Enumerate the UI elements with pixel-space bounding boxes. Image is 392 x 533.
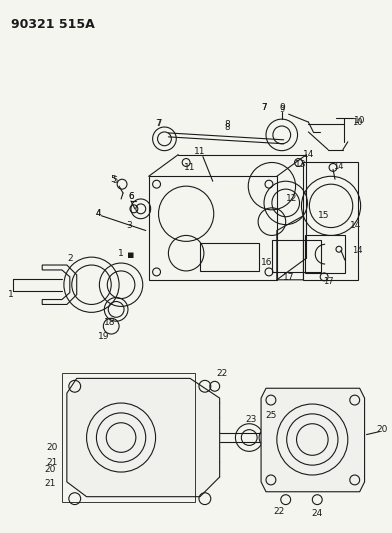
Text: 20: 20 — [44, 465, 56, 474]
Text: 9: 9 — [279, 103, 285, 112]
Text: 21: 21 — [46, 458, 58, 467]
Text: 17: 17 — [323, 277, 334, 286]
Text: 11: 11 — [184, 163, 196, 172]
Text: 16: 16 — [261, 257, 273, 266]
Text: 17: 17 — [283, 273, 294, 282]
Text: ▪: ▪ — [127, 250, 135, 260]
Text: 7: 7 — [156, 118, 162, 127]
Text: 14: 14 — [303, 150, 314, 159]
Text: 4: 4 — [96, 209, 101, 218]
Text: 19: 19 — [98, 333, 109, 342]
Polygon shape — [67, 378, 220, 497]
Text: 7: 7 — [261, 103, 267, 112]
Text: 6: 6 — [128, 192, 134, 201]
Text: 18: 18 — [103, 318, 115, 327]
Text: 11: 11 — [194, 147, 206, 156]
Text: 21: 21 — [44, 479, 56, 488]
Text: 15: 15 — [318, 211, 330, 220]
Text: 1: 1 — [8, 290, 14, 299]
Text: 5: 5 — [110, 175, 116, 184]
Bar — [272, 240, 321, 272]
Text: 22: 22 — [273, 507, 285, 516]
Text: 9: 9 — [279, 105, 284, 114]
Text: 20: 20 — [46, 443, 58, 452]
Polygon shape — [261, 388, 365, 492]
Text: 22: 22 — [216, 369, 227, 378]
Text: 12: 12 — [286, 195, 297, 204]
Text: 10: 10 — [352, 118, 363, 126]
Text: 10: 10 — [354, 116, 365, 125]
Text: 25: 25 — [265, 411, 277, 421]
Bar — [303, 161, 358, 280]
Text: 24: 24 — [312, 509, 323, 518]
Text: 8: 8 — [225, 119, 230, 128]
Text: 7: 7 — [156, 118, 161, 127]
Text: 3: 3 — [126, 221, 132, 230]
Bar — [149, 176, 277, 280]
Text: 1: 1 — [118, 249, 124, 257]
Bar — [200, 244, 259, 271]
Text: 14: 14 — [333, 162, 343, 171]
Text: 5: 5 — [113, 176, 118, 185]
Text: 23: 23 — [245, 415, 257, 424]
Text: 13: 13 — [295, 160, 306, 169]
Bar — [62, 374, 195, 502]
Bar — [305, 236, 345, 273]
Text: 14: 14 — [350, 221, 361, 230]
Text: 90321 515A: 90321 515A — [11, 18, 94, 30]
Text: 8: 8 — [225, 124, 230, 133]
Text: 7: 7 — [261, 103, 267, 112]
Text: 6: 6 — [128, 192, 134, 201]
Text: 4: 4 — [96, 209, 101, 218]
Text: 20: 20 — [377, 425, 388, 434]
Text: 2: 2 — [67, 254, 73, 263]
Text: 14: 14 — [352, 246, 363, 255]
